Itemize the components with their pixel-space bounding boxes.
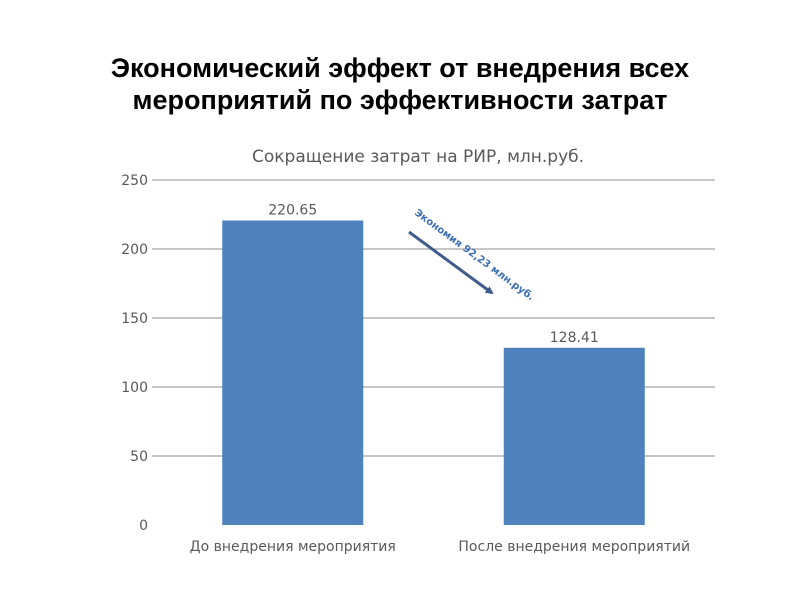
data-label: 128.41 (550, 330, 599, 346)
savings-annotation: Экономия 92,23 млн.руб. (408, 207, 536, 303)
y-tick-label: 250 (121, 173, 148, 189)
slide-title-line-1: Экономический эффект от внедрения всех (110, 53, 690, 83)
y-axis-ticks: 0 50 100 150 200 250 (121, 173, 148, 534)
bars (222, 220, 645, 526)
slide-title: Экономический эффект от внедрения всех м… (0, 52, 800, 116)
data-labels: 220.65 128.41 (268, 203, 599, 346)
category-label: После внедрения мероприятий (458, 539, 690, 555)
y-tick-label: 200 (121, 242, 148, 258)
savings-arrow-icon (408, 230, 494, 295)
data-label: 220.65 (268, 203, 317, 219)
category-labels: До внедрения мероприятия После внедрения … (190, 539, 690, 555)
y-tick-label: 0 (139, 518, 148, 534)
chart-title: Сокращение затрат на РИР, млн.руб. (252, 147, 584, 167)
annotation-text: Экономия 92,23 млн.руб. (412, 207, 536, 303)
y-tick-label: 150 (121, 311, 148, 327)
y-tick-label: 50 (130, 449, 148, 465)
y-tick-label: 100 (121, 380, 148, 396)
bar (503, 347, 645, 525)
category-label: До внедрения мероприятия (190, 539, 396, 555)
bar (222, 220, 364, 526)
slide-title-line-2: мероприятий по эффективности затрат (132, 85, 668, 115)
